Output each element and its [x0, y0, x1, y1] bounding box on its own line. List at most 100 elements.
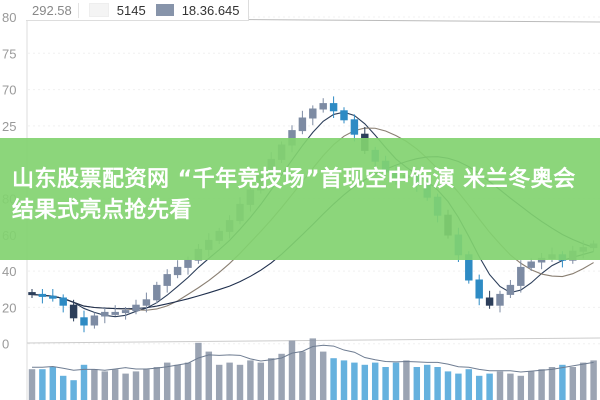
volume-bar	[559, 364, 566, 400]
volume-bar	[548, 367, 556, 400]
legend-value-ma: 18.36.645	[181, 2, 240, 18]
legend-value-price: 292.58	[26, 2, 79, 18]
volume-bar	[80, 364, 88, 400]
volume-bar	[247, 360, 254, 400]
volume-bar	[475, 375, 483, 400]
volume-bar	[101, 371, 109, 400]
volume-bar	[39, 369, 46, 400]
volume-bar	[382, 367, 389, 400]
volume-bar	[527, 371, 535, 400]
candle-body	[184, 259, 192, 268]
headline-banner	[0, 138, 600, 260]
candle-body	[298, 117, 307, 132]
volume-bar	[579, 362, 587, 400]
volume-bar	[28, 369, 36, 400]
volume-bar	[507, 373, 514, 400]
legend-value-volume: 5145	[116, 2, 146, 18]
volume-bar	[444, 371, 452, 400]
candle-body	[319, 103, 327, 110]
candle-body	[142, 299, 151, 306]
legend-swatch-white	[88, 3, 109, 17]
candle-body	[496, 293, 504, 306]
volume-bar	[49, 367, 57, 400]
candle-body	[329, 103, 338, 112]
candle-body	[80, 317, 88, 326]
volume-bar	[465, 369, 473, 400]
price-legend: 292.58 5145 18.36.645	[26, 0, 249, 21]
volume-bar	[351, 362, 358, 400]
volume-bar	[392, 362, 400, 400]
volume-bar	[111, 369, 119, 400]
volume-bar	[496, 371, 504, 400]
volume-bar	[257, 362, 265, 400]
candle-body	[350, 119, 359, 135]
volume-bar	[205, 351, 213, 400]
volume-bar	[163, 362, 171, 400]
candle-body	[153, 284, 161, 301]
y-axis-label: 70	[2, 83, 16, 98]
candle-body	[340, 110, 348, 121]
candle-body	[517, 266, 525, 286]
y-axis-label: 0	[2, 337, 9, 352]
y-axis-label: 25	[2, 119, 16, 134]
volume-ma-line	[32, 344, 594, 373]
volume-bar	[153, 367, 161, 400]
volume-bar	[517, 375, 525, 400]
candle-body	[309, 108, 317, 119]
y-axis-label: 20	[2, 300, 16, 315]
candle-body	[90, 315, 99, 326]
candle-body	[111, 311, 119, 315]
volume-bars	[28, 338, 597, 400]
volume-bar	[70, 380, 77, 400]
volume-bar	[413, 367, 421, 400]
y-axis-label: 75	[2, 46, 16, 61]
volume-bar	[569, 367, 577, 400]
candle-body	[59, 297, 67, 306]
volume-bar	[91, 369, 98, 400]
volume-bar	[538, 369, 545, 400]
candle-body	[485, 297, 494, 306]
volume-bar	[236, 364, 244, 400]
headline-title[interactable]: 山东股票配资网 “千年竞技场”首现空中饰演 米兰冬奥会结果式亮点抢先看	[12, 167, 576, 223]
volume-bar	[267, 358, 275, 400]
volume-bar	[174, 364, 181, 400]
volume-bar	[299, 351, 306, 400]
candle-body	[527, 261, 535, 268]
y-axis-label: 40	[2, 264, 16, 279]
candle-body	[506, 284, 515, 295]
volume-bar	[184, 362, 192, 400]
candle-body	[163, 274, 171, 286]
volume-bar	[486, 373, 493, 400]
legend-swatch-blue	[155, 4, 174, 16]
volume-bar	[226, 362, 233, 400]
volume-bar	[309, 338, 317, 400]
volume-bar	[288, 340, 296, 400]
volume-bar	[340, 360, 348, 400]
candle-body	[49, 295, 57, 299]
candle-body	[101, 311, 109, 317]
volume-bar	[143, 369, 150, 400]
volume-bar	[371, 362, 379, 400]
volume-bar	[434, 367, 441, 400]
volume-bar	[132, 371, 140, 400]
volume-bar	[278, 353, 285, 400]
candle-body	[69, 304, 78, 319]
volume-bar	[122, 373, 129, 400]
volume-bar	[330, 358, 337, 400]
candle-body	[38, 293, 47, 297]
volume-bar	[590, 360, 597, 400]
volume-bar	[195, 342, 202, 400]
volume-bar	[423, 364, 431, 400]
volume-bar	[59, 375, 67, 400]
candle-body	[132, 304, 140, 312]
volume-bar	[319, 351, 327, 400]
candle-body	[121, 310, 130, 314]
volume-bar	[455, 373, 462, 400]
y-axis-label: 80	[2, 10, 16, 25]
volume-bar	[215, 364, 223, 400]
volume-bar	[361, 364, 369, 400]
candle-body	[173, 266, 182, 276]
candle-body	[475, 279, 483, 299]
volume-bar	[403, 360, 410, 400]
candle-body	[28, 292, 36, 296]
